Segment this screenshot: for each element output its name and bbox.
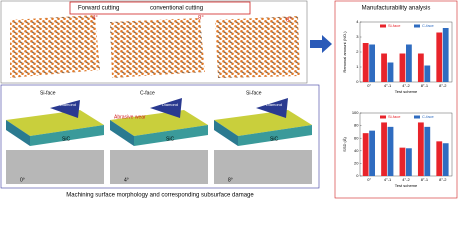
lattice bbox=[110, 18, 205, 78]
y-tick-label: 40 bbox=[354, 148, 359, 153]
bar bbox=[442, 143, 449, 176]
bar bbox=[442, 28, 449, 82]
angle-label: 8° bbox=[286, 18, 292, 24]
x-tick-label: 4°-1 bbox=[384, 83, 392, 88]
material-label: SiC bbox=[62, 136, 70, 142]
bar bbox=[424, 126, 431, 176]
legend-label: Si-face bbox=[388, 23, 401, 28]
bar bbox=[381, 122, 387, 176]
material-label: SiC bbox=[166, 136, 174, 142]
angle-label: 4° bbox=[124, 177, 129, 183]
arrow bbox=[310, 35, 332, 53]
conventional-label: conventional cutting bbox=[150, 6, 203, 12]
caption: Machining surface morphology and corresp… bbox=[66, 193, 254, 199]
bar bbox=[417, 53, 424, 82]
x-tick-label: 8°-2 bbox=[439, 83, 447, 88]
y-tick-label: 3 bbox=[356, 34, 359, 39]
bar bbox=[436, 141, 443, 176]
x-tick-label: 8°-1 bbox=[421, 177, 429, 182]
y-tick-label: 60 bbox=[354, 135, 359, 140]
figure: Forward cutting conventional cutting 4° … bbox=[0, 0, 458, 199]
y-tick-label: 100 bbox=[352, 110, 359, 115]
face-label: Si-face bbox=[40, 90, 56, 96]
block-2 bbox=[110, 98, 208, 184]
face-label: C-face bbox=[140, 90, 155, 96]
tool-label: Diamond bbox=[266, 102, 282, 107]
y-tick-label: 0 bbox=[356, 79, 359, 84]
y-axis-label: SSD (Å) bbox=[342, 137, 347, 152]
x-tick-label: 8°-1 bbox=[421, 83, 429, 88]
note-label: Abrasive wear bbox=[114, 114, 146, 120]
y-tick-label: 0 bbox=[356, 173, 359, 178]
block-1 bbox=[6, 100, 104, 184]
legend-label: C-face bbox=[422, 114, 435, 119]
forward-label: Forward cutting bbox=[78, 6, 119, 12]
legend-swatch bbox=[380, 115, 386, 119]
x-tick-label: 0° bbox=[367, 177, 371, 182]
x-tick-label: 4°-2 bbox=[402, 83, 410, 88]
block-3 bbox=[214, 98, 312, 184]
legend-swatch bbox=[414, 24, 420, 28]
lattice bbox=[215, 16, 300, 78]
legend-box bbox=[69, 1, 251, 15]
x-axis-label: Test scheme bbox=[395, 183, 418, 188]
bar bbox=[399, 53, 406, 82]
bar bbox=[387, 62, 394, 82]
y-axis-label: Removal amount (NO.) bbox=[342, 31, 347, 73]
legend-swatch bbox=[414, 115, 420, 119]
bar bbox=[362, 133, 369, 176]
tool-label: Diamond bbox=[162, 102, 178, 107]
bar bbox=[424, 65, 431, 82]
bar bbox=[406, 44, 412, 82]
angle-label: 8° bbox=[228, 177, 233, 183]
y-tick-label: 80 bbox=[354, 123, 359, 128]
bar bbox=[369, 44, 375, 82]
x-tick-label: 4°-2 bbox=[402, 177, 410, 182]
bar bbox=[417, 122, 424, 176]
bar bbox=[381, 53, 387, 82]
y-tick-label: 1 bbox=[356, 64, 359, 69]
angle-label: 8° bbox=[198, 16, 204, 22]
angle-label: 0° bbox=[20, 177, 25, 183]
legend-label: C-face bbox=[422, 23, 435, 28]
tool-label: Diamond bbox=[60, 102, 76, 107]
bar bbox=[387, 126, 394, 176]
bar bbox=[399, 147, 406, 176]
material-label: SiC bbox=[270, 136, 278, 142]
right-title: Manufacturability analysis bbox=[362, 6, 431, 12]
angle-label: 4° bbox=[92, 16, 98, 22]
bar bbox=[362, 43, 369, 82]
x-tick-label: 0° bbox=[367, 83, 371, 88]
x-axis-label: Test scheme bbox=[395, 89, 418, 94]
face-label: Si-face bbox=[246, 90, 262, 96]
y-tick-label: 20 bbox=[354, 160, 359, 165]
x-tick-label: 8°-2 bbox=[439, 177, 447, 182]
x-tick-label: 4°-1 bbox=[384, 177, 392, 182]
bar bbox=[406, 148, 412, 176]
bar bbox=[436, 32, 443, 82]
lattice bbox=[10, 15, 100, 78]
bar bbox=[369, 130, 375, 176]
y-tick-label: 4 bbox=[356, 19, 359, 24]
legend-swatch bbox=[380, 24, 386, 28]
y-tick-label: 2 bbox=[356, 49, 359, 54]
legend-label: Si-face bbox=[388, 114, 401, 119]
